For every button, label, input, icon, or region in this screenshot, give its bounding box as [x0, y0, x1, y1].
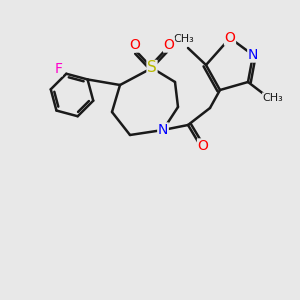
Text: S: S — [147, 61, 157, 76]
Text: F: F — [54, 62, 62, 76]
Text: O: O — [164, 38, 174, 52]
Text: N: N — [248, 48, 258, 62]
Text: N: N — [158, 123, 168, 137]
Text: O: O — [198, 139, 208, 153]
Text: CH₃: CH₃ — [174, 34, 194, 44]
Text: O: O — [130, 38, 140, 52]
Text: CH₃: CH₃ — [262, 93, 284, 103]
Text: O: O — [225, 31, 236, 45]
